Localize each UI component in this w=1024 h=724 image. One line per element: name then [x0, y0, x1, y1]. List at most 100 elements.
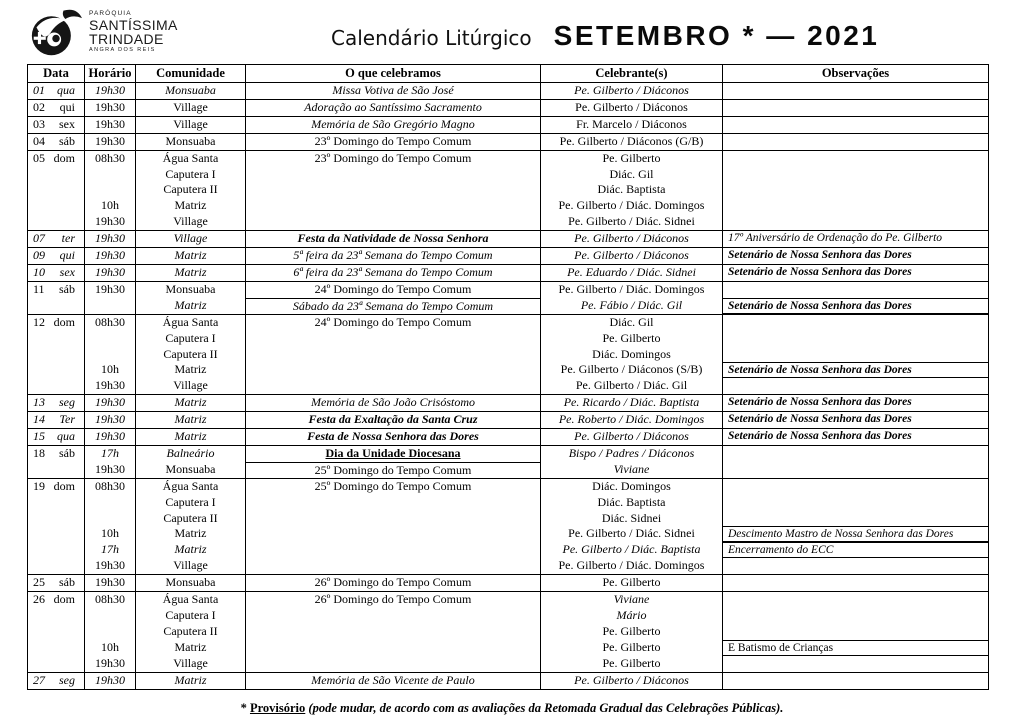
date-weekday: Ter [59, 412, 75, 427]
community-cell: Caputera II [136, 346, 246, 363]
calendar-day-block: 02 qui 19h30 Village Adoração ao Santíssimo … [28, 99, 988, 117]
community-cell: Monsuaba [136, 461, 246, 478]
celebrant-cell: Diác. Baptista [541, 182, 723, 199]
date-cell: 01 qua [28, 83, 85, 99]
celebrant-cell: Diác. Domingos [541, 478, 723, 495]
celebration-cell: 23º Domingo do Tempo Comum [246, 133, 541, 150]
date-weekday: seg [59, 672, 75, 687]
celebration-cell: Festa de Nossa Senhora das Dores [246, 429, 541, 445]
obs-cell [723, 83, 988, 99]
community-cell: Village [136, 655, 246, 672]
community-cell: Água Santa [136, 592, 246, 608]
time-cell: 19h30 [85, 133, 136, 150]
obs-cell [723, 167, 988, 183]
date-day-number: 27 [33, 672, 45, 687]
community-cell: Água Santa [136, 478, 246, 495]
calendar-day-block: 14 Ter 19h30 Matriz Festa da Exaltação da Sa… [28, 412, 988, 430]
date-cell: 14 Ter [28, 412, 85, 429]
calendar-day-block: 19 dom 08h30 Água Santa 25º Domingo do Tempo… [28, 478, 988, 576]
page-header: PARÓQUIA SANTÍSSIMA TRINDADE ANGRA DOS R… [0, 0, 1024, 64]
date-day-number: 26 [33, 592, 45, 607]
date-cell: 03 sex [28, 116, 85, 133]
calendar-day-block: 11 sáb 19h30 Monsuaba 24º Domingo do Tempo C… [28, 281, 988, 315]
celebration-cell [246, 378, 541, 395]
time-cell [85, 297, 136, 314]
date-cell: 25 sáb [28, 575, 85, 592]
obs-cell: Setenário de Nossa Senhora das Dores [728, 396, 912, 409]
header-observacoes: Observações [821, 66, 890, 80]
date-day-number: 11 [33, 281, 45, 296]
calendar-day-block: 27 seg 19h30 Matriz Memória de São Vicente d… [28, 672, 988, 689]
time-cell: 19h30 [85, 378, 136, 395]
celebration-cell: 6ª feira da 23ª Semana do Tempo Comum [246, 264, 541, 281]
celebrant-cell: Diác. Sidnei [541, 510, 723, 527]
celebration-cell [246, 558, 541, 575]
date-day-number: 02 [33, 99, 45, 114]
time-cell: 19h30 [85, 116, 136, 133]
community-cell: Village [136, 99, 246, 116]
community-cell: Monsuaba [136, 281, 246, 298]
calendar-day-block: 03 sex 19h30 Village Memória de São Gregório… [28, 116, 988, 134]
celebrant-cell: Pe. Gilberto / Diác. Sidnei [541, 526, 723, 543]
header-celebrante: Celebrante(s) [541, 65, 723, 82]
obs-cell [723, 575, 988, 591]
time-cell: 19h30 [85, 83, 136, 99]
calendar-day-block: 05 dom 08h30 Água Santa 23º Domingo do Tempo… [28, 150, 988, 232]
obs-cell: Setenário de Nossa Senhora das Dores [723, 362, 988, 379]
obs-cell [723, 182, 988, 198]
obs-cell [723, 100, 988, 116]
celebrant-cell: Pe. Gilberto [541, 575, 723, 592]
time-cell [85, 494, 136, 511]
celebrant-cell: Pe. Gilberto / Diác. Domingos [541, 281, 723, 298]
time-cell [85, 608, 136, 624]
obs-cell [723, 214, 988, 230]
date-day-number: 07 [33, 231, 45, 246]
community-cell: Matriz [136, 429, 246, 445]
header-comunidade: Comunidade [136, 65, 246, 82]
time-cell: 08h30 [85, 150, 136, 167]
obs-cell: Setenário de Nossa Senhora das Dores [728, 265, 912, 278]
celebrant-cell: Pe. Roberto / Diác. Domingos [541, 412, 723, 429]
celebration-cell [246, 623, 541, 640]
page-title: Calendário Litúrgico SETEMBRO * — 2021 [331, 20, 879, 52]
obs-cell [723, 446, 988, 462]
date-cell: 05 dom [28, 150, 85, 231]
date-day-number: 10 [33, 264, 45, 279]
community-cell: Matriz [136, 542, 246, 559]
obs-cell [723, 656, 988, 672]
community-cell: Caputera II [136, 510, 246, 527]
date-cell: 04 sáb [28, 133, 85, 150]
celebration-cell [246, 330, 541, 347]
obs-cell [723, 117, 988, 133]
footnote-term: Provisório [249, 700, 306, 715]
celebrant-cell: Pe. Gilberto / Diáconos [541, 429, 723, 445]
community-cell: Caputera I [136, 166, 246, 183]
date-cell: 07 ter [28, 231, 85, 248]
obs-cell [723, 315, 988, 331]
celebrant-cell: Mário [541, 608, 723, 624]
celebration-cell: Memória de São João Crisóstomo [246, 395, 541, 412]
date-cell: 18 sáb [28, 445, 85, 478]
celebrant-cell: Pe. Gilberto / Diáconos (G/B) [541, 133, 723, 150]
obs-cell [723, 347, 988, 363]
celebration-cell [246, 542, 541, 559]
celebrant-cell: Pe. Gilberto [541, 655, 723, 672]
community-cell: Village [136, 558, 246, 575]
obs-cell: Encerramento do ECC [723, 542, 988, 559]
celebrant-cell: Pe. Gilberto [541, 639, 723, 656]
logo-line-trindade: TRINDADE [89, 31, 164, 47]
community-cell: Matriz [136, 264, 246, 281]
time-cell: 10h [85, 362, 136, 379]
date-weekday: seg [59, 395, 75, 410]
calendar-day-block: 10 sex 19h30 Matriz 6ª feira da 23ª Semana d… [28, 264, 988, 282]
date-day-number: 15 [33, 429, 45, 444]
date-weekday: qui [59, 99, 75, 114]
celebrant-cell: Pe. Gilberto [541, 623, 723, 640]
date-day-number: 19 [33, 478, 45, 493]
calendar-day-block: 15 qua 19h30 Matriz Festa de Nossa Senhora d… [28, 429, 988, 446]
obs-cell [723, 495, 988, 511]
date-cell: 13 seg [28, 395, 85, 412]
obs-cell: Setenário de Nossa Senhora das Dores [723, 297, 988, 314]
celebration-cell [246, 362, 541, 379]
time-cell: 19h30 [85, 672, 136, 689]
